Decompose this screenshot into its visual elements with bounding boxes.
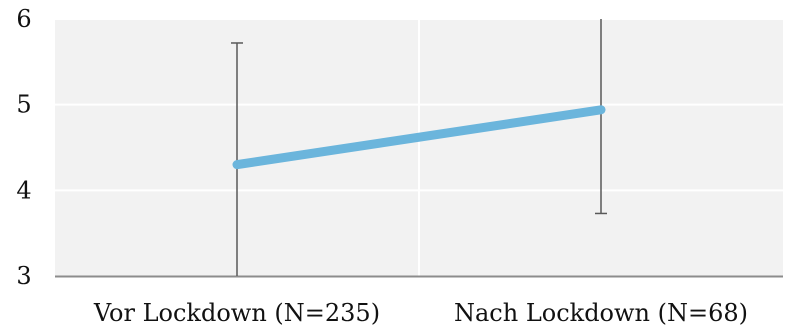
- series-lines: [232, 105, 606, 170]
- error-bars: [231, 19, 607, 276]
- y-tick-label: 5: [16, 91, 31, 119]
- y-tick-label: 3: [16, 262, 31, 290]
- series-line: [232, 105, 606, 170]
- y-axis-tick-labels: 3 4 5 6: [16, 5, 31, 290]
- data-point: [236, 163, 238, 166]
- y-tick-label: 4: [16, 176, 31, 204]
- gridlines: [55, 18, 783, 276]
- x-category-label: Nach Lockdown (N=68): [454, 299, 748, 327]
- data-point: [600, 108, 602, 111]
- y-tick-label: 6: [16, 5, 31, 33]
- x-axis-category-labels: Vor Lockdown (N=235) Nach Lockdown (N=68): [93, 299, 748, 327]
- x-category-label: Vor Lockdown (N=235): [93, 299, 380, 327]
